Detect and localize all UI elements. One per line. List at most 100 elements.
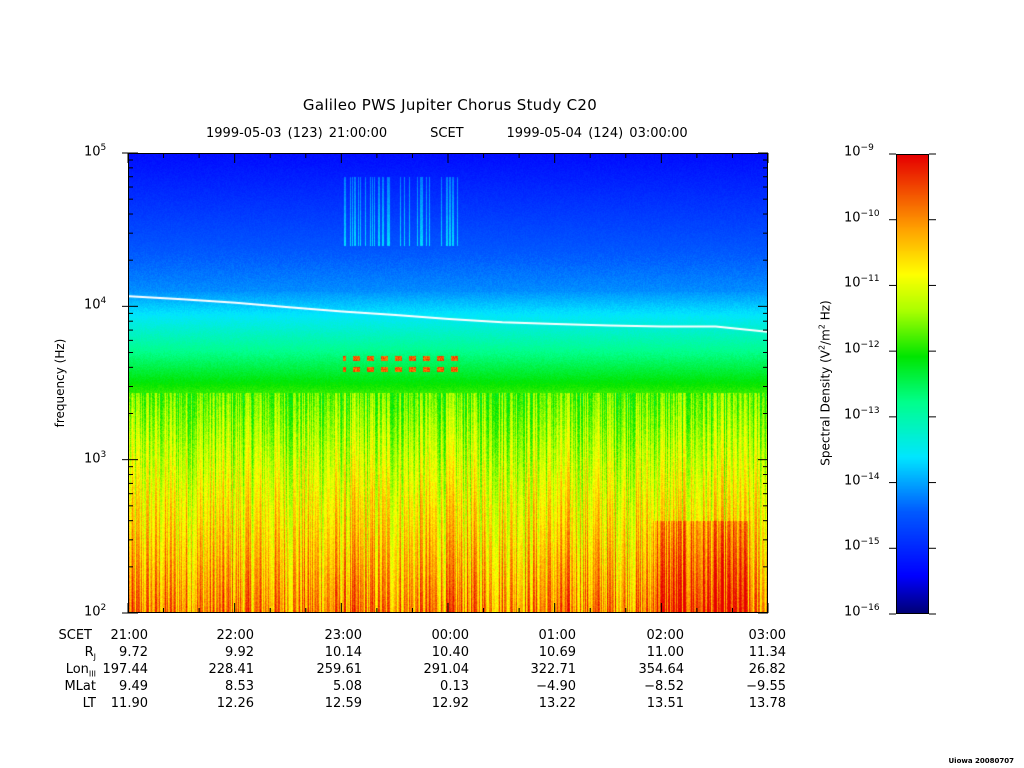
ephemeris-cell: 9.49: [119, 679, 148, 694]
ephemeris-cell: 8.53: [225, 679, 254, 694]
colorbar-tick-label: 10−14: [844, 472, 880, 488]
footer-tag: Uiowa 20080707: [948, 757, 1015, 765]
ephemeris-cell: 23:00: [324, 628, 362, 643]
ephemeris-cell: 21:00: [110, 628, 148, 643]
ephemeris-row-label: RJ: [4, 645, 96, 662]
colorbar-tick-label: 10−12: [844, 340, 880, 356]
ephemeris-label-text: MLat: [64, 679, 96, 694]
colorbar-tick-exp: −9: [860, 143, 874, 153]
spectrogram-heatmap: [129, 154, 767, 612]
subtitle-mid: SCET: [430, 126, 464, 141]
ephemeris-cell: 13.22: [538, 696, 576, 711]
y-tick-base: 10: [84, 297, 101, 313]
ephemeris-table: SCET 21:00 22:00 23:00 00:00 01:00 02:00 03:00 R…: [0, 628, 820, 728]
ephemeris-cell: 10.14: [324, 645, 362, 660]
colorbar-tick-exp: −10: [860, 208, 880, 219]
colorbar-label-part: /m: [818, 329, 833, 345]
ephemeris-cell: 228.41: [208, 662, 255, 677]
ephemeris-cell: −9.55: [746, 679, 786, 694]
ephemeris-cell: 13.78: [748, 696, 786, 711]
ephemeris-cell: 11.90: [110, 696, 148, 711]
ephemeris-cell: 00:00: [431, 628, 469, 643]
colorbar-tick-label: 10−13: [844, 406, 880, 422]
colorbar-tick-label: 10−16: [844, 603, 880, 619]
colorbar-label-part: 2: [817, 324, 827, 330]
colorbar-tick-base: 10: [844, 341, 861, 357]
colorbar-tick-label: 10−15: [844, 537, 880, 553]
ephemeris-cell: 26.82: [748, 662, 786, 677]
colorbar-tick-label: 10−11: [844, 274, 880, 290]
y-tick-base: 10: [84, 144, 101, 160]
ephemeris-cell: 5.08: [333, 679, 362, 694]
ephemeris-cell: 02:00: [646, 628, 684, 643]
ephemeris-cell: 22:00: [216, 628, 254, 643]
y-tick-label: 103: [84, 450, 106, 466]
ephemeris-cell: 259.61: [316, 662, 363, 677]
colorbar-tick-exp: −16: [860, 603, 880, 613]
colorbar-tick-exp: −14: [860, 471, 880, 482]
ephemeris-cell: 10.40: [431, 645, 469, 660]
subtitle-start: 1999-05-03 (123) 21:00:00: [206, 126, 388, 141]
colorbar-label-part: Hz): [818, 300, 833, 325]
colorbar-tick-label: 10−10: [844, 209, 880, 225]
ephemeris-cell: 12.92: [431, 696, 469, 711]
ephemeris-label-text: SCET: [58, 628, 92, 643]
y-tick-base: 10: [84, 450, 101, 466]
ephemeris-cell: 12.59: [324, 696, 362, 711]
ephemeris-cell: 0.13: [440, 679, 469, 694]
chart-subtitle: 1999-05-03 (123) 21:00:00 SCET 1999-05-0…: [206, 126, 688, 141]
ephemeris-label-text: LT: [82, 696, 96, 711]
ephemeris-cell: 322.71: [530, 662, 577, 677]
colorbar-tick-base: 10: [844, 538, 861, 554]
ephemeris-label-text: R: [84, 645, 94, 660]
colorbar: [896, 154, 929, 614]
colorbar-tick-exp: −12: [860, 340, 880, 351]
ephemeris-cell: 291.04: [423, 662, 470, 677]
ephemeris-cell: 03:00: [748, 628, 786, 643]
ephemeris-label-text: Lon: [65, 662, 89, 677]
colorbar-tick-label: 10−9: [844, 143, 874, 159]
ephemeris-cell: 01:00: [538, 628, 576, 643]
ephemeris-cell: 11.00: [646, 645, 684, 660]
y-tick-label: 105: [84, 143, 106, 159]
ephemeris-cell: 9.72: [119, 645, 148, 660]
ephemeris-cell: 354.64: [638, 662, 685, 677]
y-tick-exp: 5: [100, 143, 107, 153]
ephemeris-label-sub: III: [88, 669, 96, 679]
ephemeris-cell: −4.90: [536, 679, 576, 694]
spectrogram-plot: [128, 153, 768, 613]
ephemeris-row-label: LonIII: [4, 662, 96, 679]
ephemeris-label-sub: J: [93, 652, 96, 662]
y-tick-exp: 4: [100, 296, 107, 307]
ephemeris-cell: 9.92: [225, 645, 254, 660]
y-axis-label: frequency (Hz): [53, 338, 67, 428]
chart-title: Galileo PWS Jupiter Chorus Study C20: [302, 96, 598, 114]
colorbar-label: Spectral Density (V2/m2 Hz): [818, 300, 833, 465]
y-tick-exp: 3: [100, 449, 107, 460]
colorbar-tick-base: 10: [844, 210, 861, 226]
y-tick-label: 102: [84, 603, 106, 619]
y-tick-exp: 2: [100, 603, 107, 613]
colorbar-tick-base: 10: [844, 604, 861, 620]
colorbar-tick-base: 10: [844, 275, 861, 291]
ephemeris-row-label: LT: [4, 696, 96, 711]
colorbar-label-part: 2: [817, 344, 827, 351]
ephemeris-cell: 197.44: [102, 662, 149, 677]
y-tick-label: 104: [84, 296, 106, 312]
ephemeris-cell: 12.26: [216, 696, 254, 711]
ephemeris-cell: 13.51: [646, 696, 684, 711]
ephemeris-cell: −8.52: [644, 679, 684, 694]
colorbar-gradient: [897, 155, 928, 613]
colorbar-tick-exp: −15: [860, 537, 880, 548]
ephemeris-cell: 10.69: [538, 645, 576, 660]
colorbar-tick-base: 10: [844, 144, 861, 160]
ephemeris-row-label: SCET: [0, 628, 92, 643]
y-tick-base: 10: [84, 604, 101, 620]
colorbar-tick-base: 10: [844, 407, 861, 423]
ephemeris-cell: 11.34: [748, 645, 786, 660]
colorbar-tick-base: 10: [844, 472, 861, 488]
colorbar-label-part: Spectral Density (V: [818, 350, 833, 466]
subtitle-end: 1999-05-04 (124) 03:00:00: [506, 126, 688, 141]
ephemeris-row-label: MLat: [4, 679, 96, 694]
